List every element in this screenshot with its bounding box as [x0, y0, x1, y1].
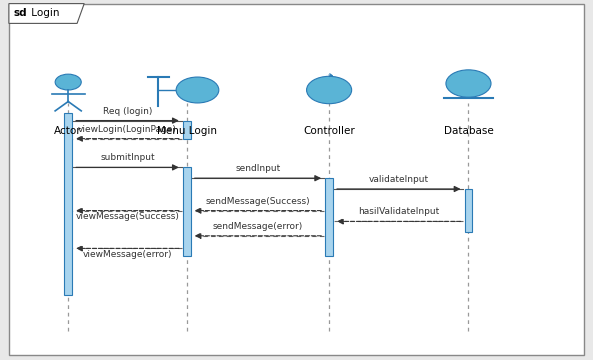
Text: Req (login): Req (login): [103, 107, 152, 116]
Text: Menu Login: Menu Login: [157, 126, 217, 136]
Text: sendMessage(Success): sendMessage(Success): [206, 197, 310, 206]
FancyBboxPatch shape: [325, 178, 333, 256]
FancyBboxPatch shape: [64, 113, 72, 295]
Text: viewMessage(error): viewMessage(error): [83, 250, 172, 259]
Text: Actor: Actor: [55, 126, 82, 136]
Circle shape: [446, 70, 491, 97]
Text: sendInput: sendInput: [235, 164, 280, 173]
Circle shape: [176, 77, 219, 103]
Text: sendMessage(error): sendMessage(error): [213, 222, 303, 231]
Text: validateInput: validateInput: [369, 175, 429, 184]
Text: hasilValidateInput: hasilValidateInput: [358, 207, 439, 216]
Circle shape: [55, 74, 81, 90]
Text: Controller: Controller: [303, 126, 355, 136]
Text: viewLogin(LoginPage): viewLogin(LoginPage): [78, 125, 177, 134]
Text: viewMessage(Success): viewMessage(Success): [75, 212, 180, 221]
FancyBboxPatch shape: [9, 4, 584, 355]
FancyBboxPatch shape: [183, 121, 191, 139]
Circle shape: [307, 76, 352, 104]
Text: Database: Database: [444, 126, 493, 136]
Text: sd: sd: [14, 9, 27, 18]
Text: Login: Login: [28, 9, 59, 18]
Text: submitInput: submitInput: [100, 153, 155, 162]
FancyBboxPatch shape: [183, 167, 191, 256]
FancyBboxPatch shape: [465, 189, 473, 232]
Polygon shape: [9, 4, 84, 23]
